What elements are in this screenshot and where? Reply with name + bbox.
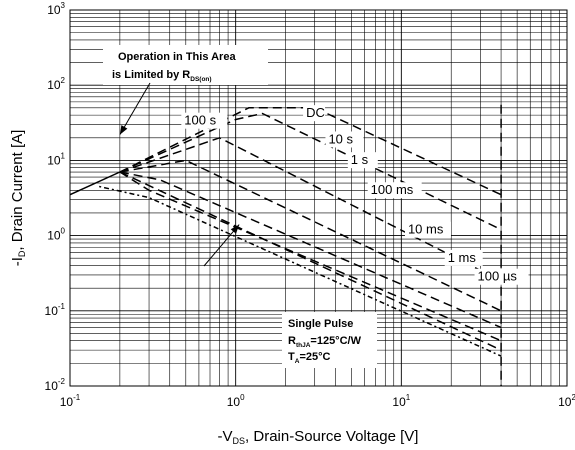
pulse-note-line1: Single Pulse (288, 318, 353, 330)
plot-frame (69, 9, 568, 387)
y-tick-label: 100 (47, 227, 65, 243)
hundred-s-arrowhead (230, 224, 240, 234)
curve-label: 1 ms (448, 250, 477, 265)
series-line-100ms (119, 159, 502, 312)
curve-label: 100 µs (478, 269, 518, 284)
curve-label: 100 ms (371, 182, 414, 197)
pulse-note-line2: RthJA=125°C/W (288, 335, 362, 349)
y-axis-label: -ID, Drain Current [A] (9, 130, 27, 267)
curve-label: 10 s (328, 131, 353, 146)
x-tick-label: 10-1 (60, 393, 81, 409)
curve-label-bg (325, 131, 364, 148)
series-line-100s (119, 107, 502, 196)
y-tick-label: 101 (47, 151, 65, 167)
curve-label: 10 ms (408, 222, 444, 237)
y-tick-label: 10-2 (45, 377, 66, 393)
rds-arrow (119, 82, 151, 135)
curve-label-bg (367, 182, 422, 199)
curve-label-bg (347, 152, 378, 169)
y-tick-label: 103 (47, 1, 65, 17)
series-line-1s (119, 171, 502, 329)
rds-note-line2: is Limited by RDS(on) (112, 69, 212, 83)
hundred-s-arrow (203, 224, 240, 267)
rds-limit-line (69, 171, 121, 196)
curve-label-bg (303, 105, 326, 122)
series-line-10s (119, 171, 502, 342)
curve-label-bg (444, 249, 483, 266)
rds-arrowhead (119, 125, 128, 135)
x-axis-label: -VDS, Drain-Source Voltage [V] (218, 428, 419, 446)
curve-labels: 100 µs1 ms 10 ms 100 ms1 s 10 s 100 s DC (181, 105, 529, 285)
x-tick-label: 102 (558, 393, 575, 409)
x-tick-label: 101 (392, 393, 410, 409)
y-tick-label: 102 (47, 76, 65, 92)
series-line-dc (99, 185, 502, 357)
curve-label: 100 s (184, 113, 216, 128)
rds-note-line1: Operation in This Area (118, 51, 236, 63)
y-tick-label: 10-1 (45, 302, 66, 318)
curve-label-bg (181, 112, 228, 129)
curve-label: DC (306, 105, 325, 120)
curve-label: 1 s (351, 152, 369, 167)
series-line-1ms (119, 112, 502, 231)
curve-label-bg (474, 268, 529, 285)
series-group (69, 104, 502, 386)
curve-label-bg (404, 221, 451, 238)
x-tick-label: 100 (227, 393, 245, 409)
rds-annotation: Operation in This Area is Limited by RDS… (103, 45, 268, 135)
pulse-annotation: Single Pulse RthJA=125°C/W TA=25°C (282, 312, 377, 368)
pulse-note-line3: TA=25°C (288, 351, 330, 365)
rds-note-box (103, 45, 268, 85)
pulse-note-box (282, 312, 377, 368)
series-line-100s (119, 171, 502, 351)
